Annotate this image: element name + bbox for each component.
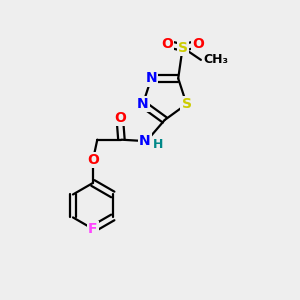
- Text: O: O: [114, 111, 126, 125]
- Text: O: O: [87, 153, 99, 167]
- Text: S: S: [178, 40, 188, 55]
- Text: N: N: [146, 71, 157, 85]
- Text: H: H: [152, 138, 163, 151]
- Text: O: O: [161, 37, 173, 51]
- Text: N: N: [137, 97, 149, 111]
- Text: O: O: [192, 37, 204, 51]
- Text: F: F: [88, 222, 98, 236]
- Text: S: S: [182, 97, 192, 111]
- Text: N: N: [139, 134, 151, 148]
- Text: CH₃: CH₃: [204, 53, 229, 66]
